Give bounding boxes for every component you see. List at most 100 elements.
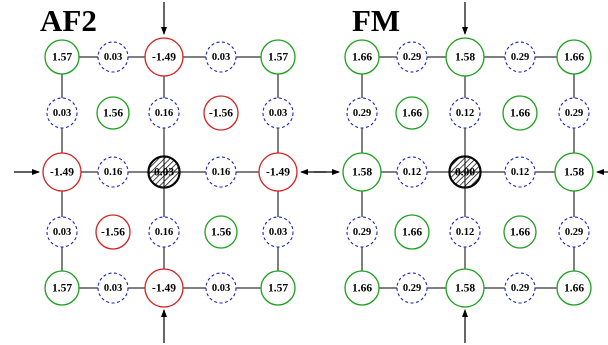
edge-bond: 0.03	[205, 41, 237, 73]
node-value: 0.16	[212, 167, 230, 178]
inner-bond: 0.16	[148, 97, 180, 129]
node-value: -1.49	[266, 167, 290, 179]
node-value: 1.58	[455, 52, 475, 64]
plaquette-site: 1.56	[204, 215, 238, 249]
corner-site: 1.57	[260, 270, 296, 306]
plaquette-site: 1.56	[96, 96, 130, 130]
plaquette-site: -1.56	[203, 95, 239, 131]
node-value: 1.57	[268, 283, 288, 295]
node-value: 0.16	[104, 167, 122, 178]
edge-site: 1.58	[445, 37, 485, 77]
plaquette-site: 1.66	[502, 95, 538, 131]
edge-bond: 0.29	[346, 97, 378, 129]
node-value: 1.66	[402, 227, 422, 239]
node-value: 0.03	[53, 108, 71, 119]
node-value: 1.58	[564, 167, 584, 179]
node-value: 0.12	[403, 167, 421, 178]
plaquette-site: 1.66	[395, 96, 429, 130]
plaquette-site: 1.66	[503, 215, 537, 249]
node-value: 0.12	[511, 167, 529, 178]
inner-bond: 0.12	[504, 156, 536, 188]
node-value: 1.66	[352, 283, 372, 295]
edge-bond: 0.03	[262, 97, 294, 129]
edge-bond: 0.29	[396, 41, 428, 73]
node-value: -1.49	[152, 283, 176, 295]
inner-bond: 0.12	[449, 216, 481, 248]
edge-bond: 0.03	[97, 41, 129, 73]
node-value: 0.03	[212, 283, 230, 294]
inner-bond: 0.12	[449, 97, 481, 129]
edge-bond: 0.29	[396, 272, 428, 304]
panel-title: FM	[352, 3, 400, 38]
node-value: 0.29	[403, 283, 421, 294]
corner-site: 1.66	[344, 39, 380, 75]
node-value: 0.03	[104, 283, 122, 294]
plaquette-site: -1.56	[95, 214, 131, 250]
inner-bond: 0.16	[205, 156, 237, 188]
node-value: 1.58	[455, 283, 475, 295]
node-value: 1.66	[564, 283, 584, 295]
center-site: 0.03	[147, 155, 181, 189]
node-value: 0.00	[455, 167, 475, 179]
edge-site: 1.58	[445, 268, 485, 308]
node-value: 1.66	[402, 108, 422, 120]
panel-title: AF2	[40, 3, 97, 38]
node-value: -1.56	[101, 227, 125, 239]
node-value: 0.29	[565, 227, 583, 238]
edge-site: 1.58	[342, 152, 382, 192]
corner-site: 1.66	[344, 270, 380, 306]
node-value: 1.66	[510, 108, 530, 120]
node-value: 0.29	[353, 108, 371, 119]
node-value: -1.49	[50, 167, 74, 179]
inner-bond: 0.12	[396, 156, 428, 188]
node-value: 0.03	[212, 52, 230, 63]
node-value: 0.29	[353, 227, 371, 238]
node-value: -1.49	[152, 52, 176, 64]
edge-bond: 0.03	[97, 272, 129, 304]
node-value: -1.56	[209, 108, 233, 120]
edge-site: -1.49	[144, 37, 184, 77]
node-value: 0.16	[155, 227, 173, 238]
node-value: 0.03	[269, 227, 287, 238]
node-value: 0.29	[511, 283, 529, 294]
panel-fm: FM 1.66 1.66 1.66 1.66 1.58 1.58 1.58 1.58 0.29 0.…	[314, 2, 608, 343]
center-site: 0.00	[448, 155, 482, 189]
node-value: 0.12	[456, 227, 474, 238]
panel-af2: AF2 1.57 1.57 1.57 1.57 -1.49 -1.49 -1.49 -1.49 0…	[14, 2, 326, 343]
edge-bond: 0.03	[205, 272, 237, 304]
node-value: 0.16	[155, 108, 173, 119]
inner-bond: 0.16	[148, 216, 180, 248]
node-value: 0.03	[53, 227, 71, 238]
edge-site: -1.49	[42, 152, 82, 192]
edge-site: -1.49	[258, 152, 298, 192]
node-value: 0.03	[154, 167, 174, 179]
edge-bond: 0.03	[46, 216, 78, 248]
node-value: 1.56	[211, 227, 231, 239]
corner-site: 1.66	[556, 270, 592, 306]
edge-bond: 0.29	[504, 272, 536, 304]
node-value: 1.57	[52, 52, 72, 64]
node-value: 1.66	[510, 227, 530, 239]
node-value: 1.66	[352, 52, 372, 64]
node-value: 0.03	[104, 52, 122, 63]
edge-bond: 0.03	[262, 216, 294, 248]
corner-site: 1.57	[44, 39, 80, 75]
edge-bond: 0.29	[504, 41, 536, 73]
edge-bond: 0.29	[558, 97, 590, 129]
corner-site: 1.57	[44, 270, 80, 306]
inner-bond: 0.16	[97, 156, 129, 188]
node-value: 0.12	[456, 108, 474, 119]
node-value: 1.66	[564, 52, 584, 64]
edge-bond: 0.29	[346, 216, 378, 248]
node-value: 0.03	[269, 108, 287, 119]
node-value: 1.57	[52, 283, 72, 295]
edge-site: -1.49	[144, 268, 184, 308]
edge-bond: 0.29	[558, 216, 590, 248]
node-value: 0.29	[403, 52, 421, 63]
edge-bond: 0.03	[46, 97, 78, 129]
plaquette-site: 1.66	[394, 214, 430, 250]
node-value: 1.57	[268, 52, 288, 64]
corner-site: 1.66	[556, 39, 592, 75]
corner-site: 1.57	[260, 39, 296, 75]
